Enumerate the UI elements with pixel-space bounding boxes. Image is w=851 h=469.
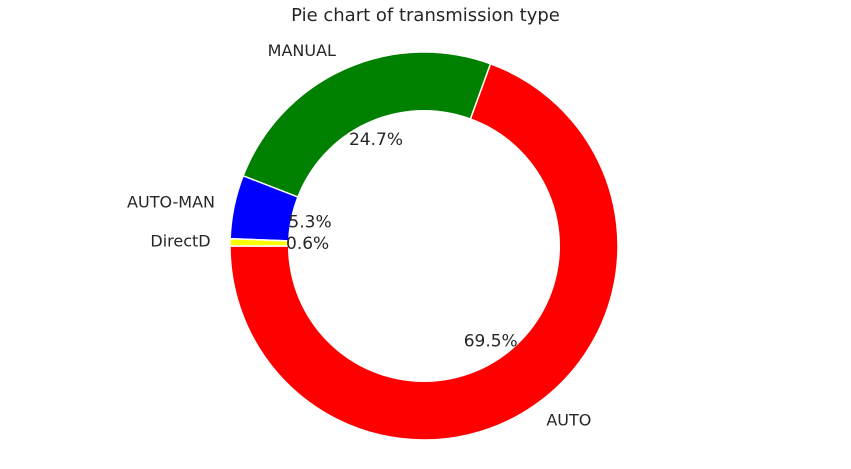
slice-percent-directd: 0.6%: [286, 234, 329, 254]
slice-percent-auto-man: 5.3%: [288, 212, 331, 232]
slice-label-manual: MANUAL: [268, 41, 336, 60]
chart-title: Pie chart of transmission type: [291, 5, 560, 26]
slice-percent-auto: 69.5%: [464, 331, 518, 351]
donut-hole: [288, 110, 560, 382]
slice-label-auto-man: AUTO-MAN: [127, 192, 215, 211]
slice-label-auto: AUTO: [546, 410, 591, 429]
slice-label-directd: DirectD: [150, 231, 210, 250]
labels-layer: AUTO 69.5% MANUAL 24.7% AUTO-MAN 5.3% DirectD 0…: [127, 41, 591, 429]
slice-percent-manual: 24.7%: [349, 130, 403, 150]
